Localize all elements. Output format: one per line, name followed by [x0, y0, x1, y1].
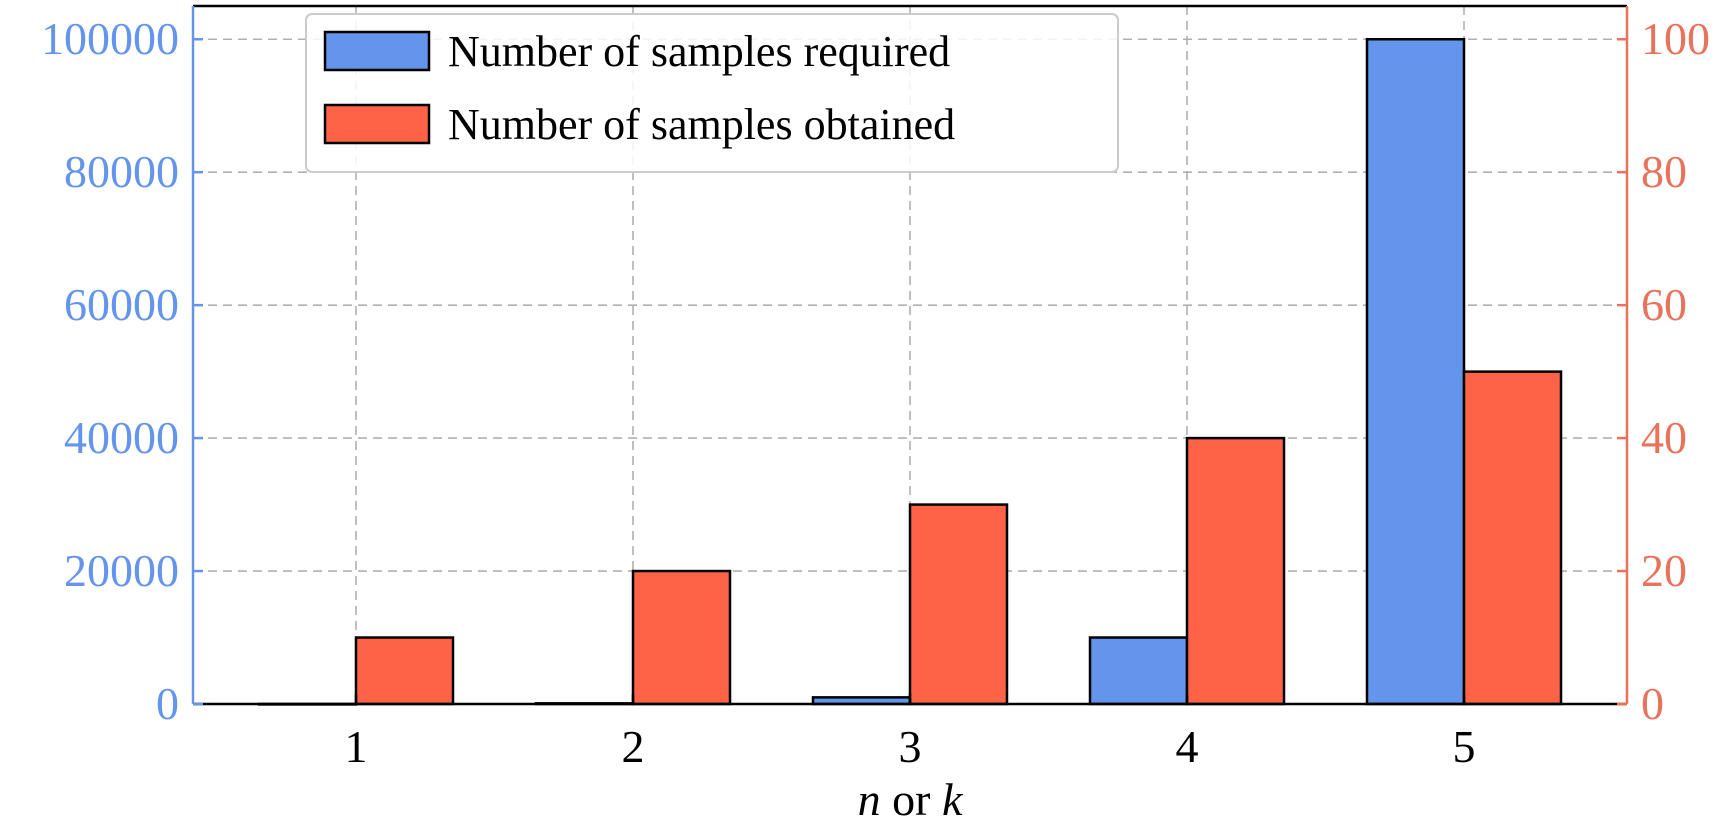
x-axis-label-or: or: [881, 774, 942, 825]
right-tick-label: 100: [1641, 13, 1710, 64]
ticks-layer: 0 20000 40000 60000 80000 100000 0 20 40 60 80 100 1…: [41, 13, 1710, 772]
right-tick-label: 80: [1641, 146, 1687, 197]
left-tick-label: 0: [156, 678, 179, 729]
x-tick-label: 5: [1453, 721, 1476, 772]
x-axis-label-var-k: k: [942, 774, 964, 825]
left-tick-label: 40000: [64, 412, 179, 463]
left-tick-label: 60000: [64, 279, 179, 330]
legend-label-obtained: Number of samples obtained: [448, 100, 955, 149]
x-tick-label: 4: [1176, 721, 1199, 772]
x-tick-label: 1: [345, 721, 368, 772]
bar-obtained: [908, 503, 1009, 706]
bar-obtained: [1462, 370, 1563, 706]
legend: Number of samples required Number of sam…: [305, 13, 1119, 173]
right-tick-label: 60: [1641, 279, 1687, 330]
right-tick-label: 0: [1641, 678, 1664, 729]
legend-label-required: Number of samples required: [448, 27, 950, 76]
legend-box: [305, 13, 1119, 173]
right-tick-label: 40: [1641, 412, 1687, 463]
bar-obtained: [354, 636, 455, 706]
axes-layer: [191, 4, 1629, 706]
legend-swatch-required: [323, 30, 431, 72]
x-axis-label-var-n: n: [858, 774, 881, 825]
legend-swatch-obtained: [323, 103, 431, 145]
right-tick-label: 20: [1641, 545, 1687, 596]
left-tick-label: 100000: [41, 13, 179, 64]
left-tick-label: 20000: [64, 545, 179, 596]
bar-required: [1365, 37, 1466, 706]
x-tick-label: 2: [622, 721, 645, 772]
bar-obtained: [1185, 436, 1286, 706]
x-tick-label: 3: [899, 721, 922, 772]
bars-layer: [257, 37, 1563, 706]
left-tick-label: 80000: [64, 146, 179, 197]
bar-obtained: [631, 569, 732, 706]
bar-required: [1088, 636, 1189, 706]
x-axis-label: n or k: [858, 774, 964, 825]
